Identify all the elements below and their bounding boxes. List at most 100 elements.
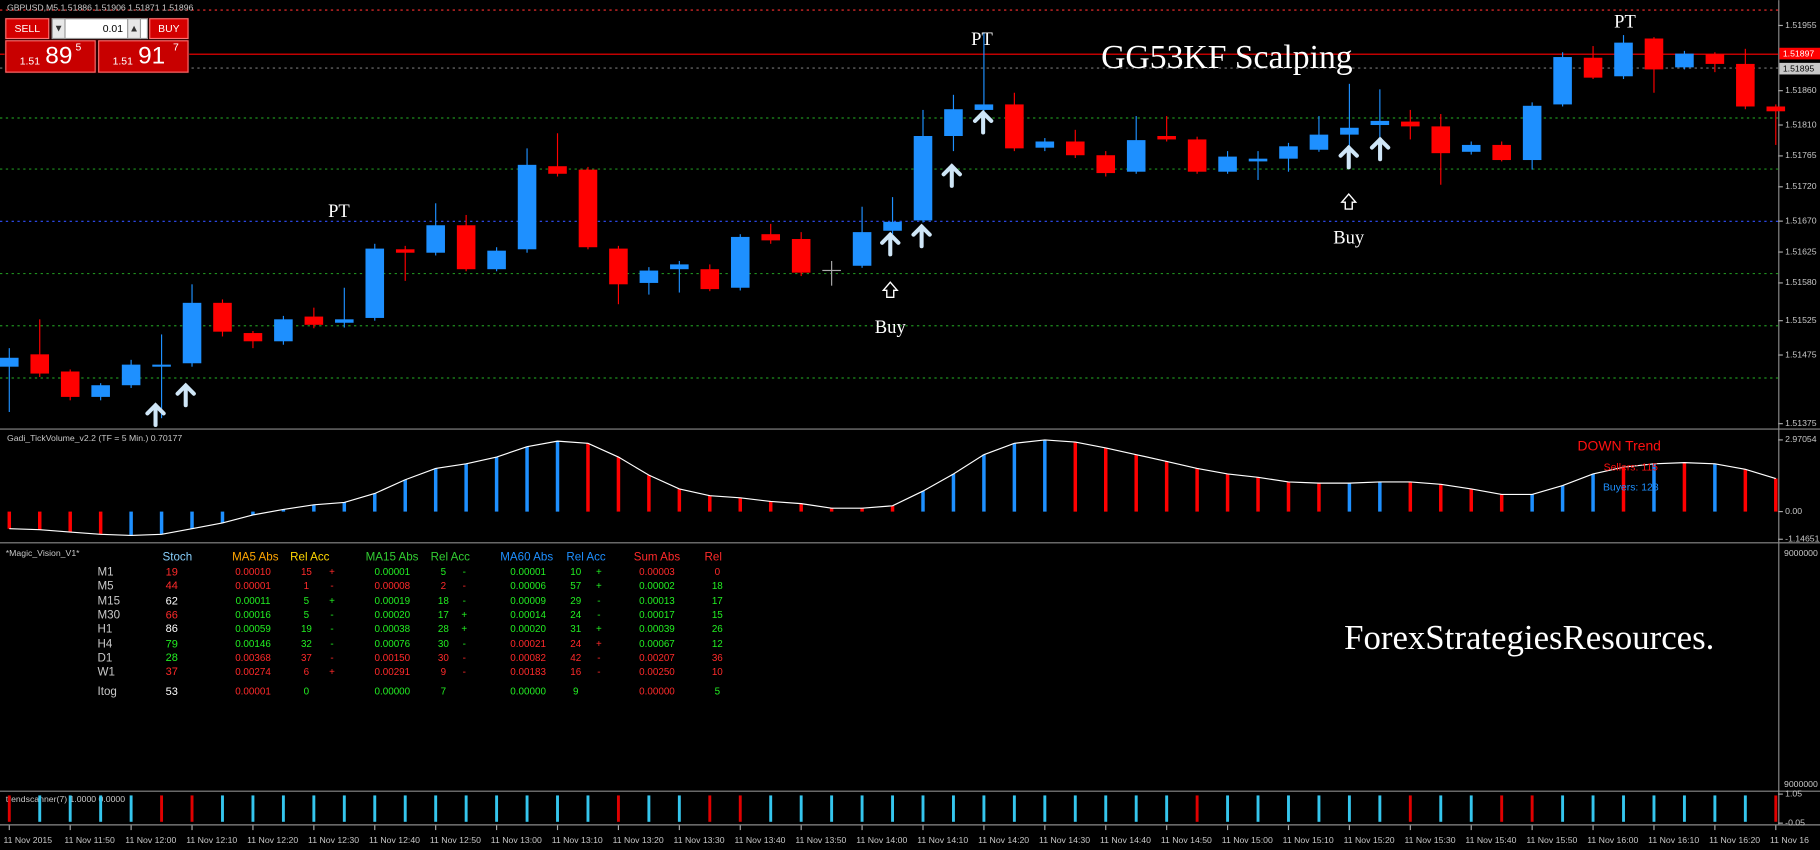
table-cell: - <box>330 624 333 635</box>
signal-arrow <box>1340 192 1358 210</box>
table-axis-top: 9000000 <box>1784 548 1818 558</box>
buy-label: BUY <box>158 24 179 35</box>
y-tick-label: 0.00 <box>1785 506 1802 516</box>
table-cell: 0.00017 <box>639 610 675 621</box>
candle-body <box>1005 104 1024 149</box>
table-cell: 0.00014 <box>510 610 546 621</box>
table-cell: 0.00039 <box>639 624 675 635</box>
x-tick-label: 11 Nov 15:30 <box>1405 835 1456 845</box>
table-cell: + <box>596 567 602 578</box>
table-cell: 9 <box>573 687 579 698</box>
table-cell: 0.00000 <box>510 687 546 698</box>
candle-body <box>639 270 659 283</box>
x-tick-label: 11 Nov 13:10 <box>552 835 603 845</box>
y-tick-label: -1.14651 <box>1785 534 1819 544</box>
table-cell: 12 <box>712 639 723 650</box>
ask-box[interactable] <box>98 40 189 73</box>
x-tick-label: 11 Nov 13:50 <box>795 835 846 845</box>
y-tick-label: 1.51670 <box>1785 215 1817 225</box>
x-tick-label: 11 Nov 12:40 <box>369 835 420 845</box>
sell-button[interactable] <box>5 18 50 40</box>
table-header: MA60 Abs <box>500 550 553 563</box>
y-tick-label: 1.51765 <box>1785 150 1817 160</box>
candle-body <box>791 238 811 273</box>
bid-point: 5 <box>75 43 81 54</box>
table-header: Rel Acc <box>290 550 330 563</box>
candle-body <box>883 221 902 231</box>
x-tick-label: 11 Nov 12:50 <box>430 835 481 845</box>
price-tag-label: 1.51895 <box>1783 64 1815 74</box>
table-cell: 16 <box>570 667 581 678</box>
table-cell: 17 <box>438 610 449 621</box>
table-cell: + <box>596 581 602 592</box>
table-title: *Magic_Vision_V1* <box>6 548 80 558</box>
bid-box[interactable] <box>5 40 96 73</box>
level-lines <box>0 9 1779 379</box>
candle-body <box>0 357 19 367</box>
bid-tag <box>1779 47 1820 60</box>
table-cell: 0.00183 <box>510 667 546 678</box>
table-cell: - <box>330 581 333 592</box>
candle-body <box>1096 155 1116 174</box>
table-cell: + <box>329 596 335 607</box>
row-label: M5 <box>98 579 114 592</box>
signal-arrow <box>881 281 899 299</box>
candle-body <box>182 302 202 364</box>
ask-point: 7 <box>173 43 179 54</box>
candle-body <box>1583 57 1603 78</box>
y-tick-label: 1.51375 <box>1785 418 1817 428</box>
table-cell: - <box>463 596 466 607</box>
candle-body <box>1736 63 1755 107</box>
table-header: Stoch <box>163 550 193 563</box>
row-label: M1 <box>98 565 114 578</box>
candle-body <box>944 109 963 137</box>
table-cell: 0.00274 <box>235 667 271 678</box>
x-tick-label: 11 Nov 14:30 <box>1039 835 1090 845</box>
table-cell: 24 <box>570 639 581 650</box>
table-cell: 15 <box>301 567 312 578</box>
candle-body <box>1248 158 1268 162</box>
table-cell: 0.00076 <box>375 639 411 650</box>
row-label: D1 <box>98 651 113 664</box>
table-cell: 32 <box>301 639 312 650</box>
candle-body <box>761 234 780 241</box>
table-cell: 0.00003 <box>639 567 675 578</box>
buy-button[interactable] <box>149 18 189 40</box>
row-label: W1 <box>98 665 115 678</box>
table-cell: + <box>596 624 602 635</box>
table-cell: 0.00067 <box>639 639 675 650</box>
table-cell: 0.00207 <box>639 653 675 664</box>
up-icon <box>131 25 137 32</box>
table-cell: 0.00020 <box>375 610 411 621</box>
annotation: PT <box>328 201 350 222</box>
table-header: Rel <box>705 550 722 563</box>
y-tick-label: 1.51810 <box>1785 119 1817 129</box>
table-cell: 0.00146 <box>235 639 271 650</box>
candle-body <box>1187 139 1207 172</box>
x-tick-label: 11 Nov 16 <box>1770 835 1809 845</box>
candle-body <box>1157 136 1176 140</box>
table-cell: + <box>461 610 467 621</box>
table-cell: 79 <box>166 638 178 650</box>
table-cell: - <box>463 639 466 650</box>
candle-body <box>700 269 720 290</box>
table-cell: 28 <box>166 652 178 664</box>
table-cell: 0 <box>715 567 721 578</box>
table-cell: 42 <box>570 653 581 664</box>
buy-arrow <box>941 163 962 188</box>
table-cell: + <box>329 667 335 678</box>
x-tick-label: 11 Nov 12:30 <box>308 835 359 845</box>
candle-body <box>670 264 689 270</box>
row-label: H4 <box>98 637 113 650</box>
candle-body <box>1675 53 1694 68</box>
down-icon <box>55 25 62 32</box>
symbol-info: GBPUSD,M5 1.51886 1.51906 1.51871 1.5189… <box>7 3 194 13</box>
candle-body <box>30 354 50 374</box>
table-cell: 0.00000 <box>375 687 411 698</box>
table-cell: 0.00291 <box>375 667 411 678</box>
candle-body <box>548 166 567 174</box>
candle-body <box>1522 105 1542 161</box>
table-cell: 24 <box>570 610 581 621</box>
x-tick-label: 11 Nov 14:20 <box>978 835 1029 845</box>
row-label: M15 <box>98 594 121 607</box>
